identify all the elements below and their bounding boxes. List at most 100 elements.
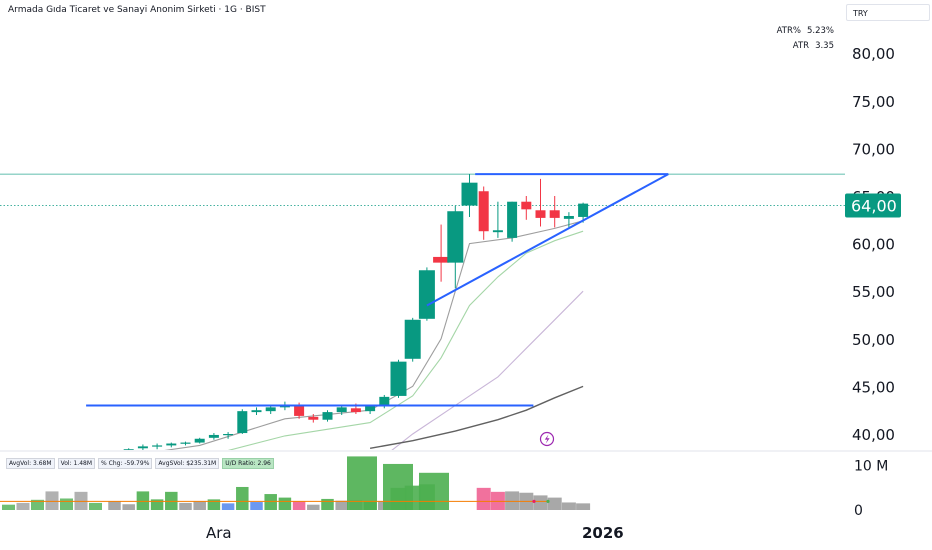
- candle: [433, 224, 450, 282]
- candle-body: [390, 361, 407, 396]
- time-tick-label: Ara: [206, 524, 232, 542]
- price-tick-label: 80,00: [852, 45, 895, 63]
- volume-bar: [193, 501, 206, 510]
- candle-body: [336, 407, 347, 413]
- volume-bar: [60, 498, 73, 510]
- volume-bar: [547, 497, 562, 510]
- candle-body: [418, 270, 435, 319]
- candle: [322, 410, 333, 422]
- candle-body: [447, 211, 464, 263]
- volume-bar: [150, 499, 164, 510]
- candle: [137, 444, 148, 450]
- candle-body: [404, 319, 421, 359]
- volume-marker: [546, 499, 550, 503]
- candle: [223, 432, 234, 439]
- candle-body: [322, 412, 333, 420]
- volume-bar: [179, 502, 192, 510]
- candle-body: [137, 446, 148, 449]
- price-tick-label: 45,00: [852, 378, 895, 396]
- volume-bar: [307, 504, 320, 510]
- volume-bar: [45, 491, 59, 510]
- volume-marker: [532, 499, 536, 503]
- volume-bar: [533, 495, 548, 510]
- candle-body: [308, 416, 319, 420]
- candle: [447, 205, 464, 289]
- ud-ratio-label: U/D Ratio: 2.96: [222, 458, 274, 469]
- candle: [404, 317, 421, 362]
- volume-bar: [278, 497, 292, 510]
- vol-label: Vol: 1.48M: [57, 458, 96, 469]
- candle: [123, 448, 134, 450]
- candle: [390, 359, 407, 398]
- candle-body: [535, 210, 546, 218]
- moving-averages: [164, 220, 584, 450]
- atr-percent-label: ATR%: [776, 26, 801, 36]
- atr-percent-readout: ATR% 5.23%: [777, 26, 834, 36]
- trendlines: [86, 173, 669, 407]
- candle-body: [237, 411, 248, 434]
- volume-bar: [419, 472, 449, 510]
- candle: [535, 178, 546, 227]
- candle-body: [350, 408, 361, 413]
- moving-average-line: [227, 230, 584, 450]
- volume-bar: [31, 499, 44, 510]
- candle: [166, 442, 177, 448]
- candle: [180, 441, 191, 446]
- time-axis: Ara 2026: [206, 524, 624, 542]
- candle-body: [208, 434, 219, 438]
- candle-body: [365, 406, 376, 412]
- candle-body: [166, 443, 177, 446]
- atr-readout: ATR 3.35: [793, 41, 834, 51]
- atr-percent-value: 5.23%: [806, 26, 834, 36]
- candle: [578, 202, 589, 223]
- candle-body: [223, 434, 234, 436]
- candle: [251, 407, 262, 415]
- candle: [461, 174, 478, 217]
- candle: [478, 186, 489, 240]
- volume-bar: [16, 502, 30, 510]
- candle: [194, 437, 205, 444]
- candle-body: [110, 452, 120, 455]
- price-tick-label: 40,00: [852, 426, 895, 444]
- candle: [492, 201, 503, 238]
- volume-bar: [221, 503, 235, 510]
- price-tick-label: 75,00: [852, 93, 895, 111]
- volume-bar: [136, 491, 150, 510]
- moving-average-line: [164, 220, 584, 450]
- flash-icon[interactable]: [539, 431, 555, 447]
- candle-body: [294, 406, 305, 416]
- last-price-badge-bg: [845, 193, 901, 218]
- currency-select[interactable]: TRY: [846, 4, 930, 21]
- atr-label: ATR: [792, 41, 810, 51]
- candle-body: [461, 182, 478, 206]
- symbol-title: Armada Gıda Ticaret ve Sanayi Anonim Sir…: [8, 5, 266, 15]
- candle-body: [251, 410, 262, 413]
- volume-bar: [108, 501, 121, 510]
- moving-average-line: [391, 290, 584, 450]
- volume-bar: [236, 486, 249, 510]
- volume-bar: [561, 502, 576, 510]
- volume-bar: [2, 504, 15, 510]
- candle-body: [123, 449, 134, 450]
- candle: [336, 405, 347, 415]
- price-tick-label: 60,00: [852, 236, 895, 254]
- volume-tick-label: 10 M: [854, 459, 888, 475]
- volume-bar: [264, 494, 277, 510]
- volume-bars: [0, 456, 591, 510]
- avg-vol-label: AvgVol: 3.68M: [6, 458, 55, 469]
- candle: [152, 443, 163, 450]
- volume-bar: [207, 499, 221, 510]
- candle-body: [492, 230, 503, 233]
- candle-body: [521, 201, 532, 210]
- volume-stats: AvgVol: 3.68M Vol: 1.48M % Chg: -59.79% …: [6, 458, 274, 469]
- atr-value: 3.35: [815, 41, 834, 51]
- volume-bar: [292, 501, 306, 510]
- volume-tick-label: 0: [854, 503, 863, 519]
- candle: [308, 414, 319, 423]
- candle-body: [578, 203, 589, 217]
- time-tick-label: 2026: [582, 524, 624, 542]
- horizontal-levels: [0, 173, 845, 206]
- volume-bar: [505, 491, 520, 510]
- volume-bar: [383, 463, 413, 510]
